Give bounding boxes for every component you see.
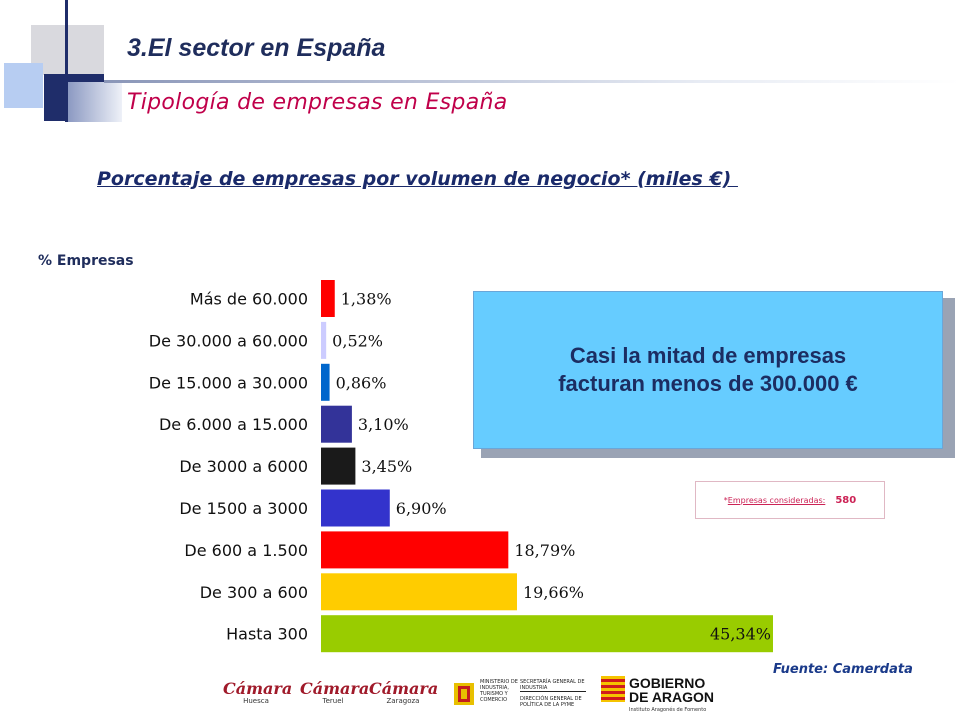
logo-camara-zaragoza-city: Zaragoza xyxy=(386,697,420,705)
logo-direccion-text: DIRECCIÓN GENERAL DE POLÍTICA DE LA PYME xyxy=(520,696,582,708)
source-note: Fuente: Camerdata xyxy=(773,662,913,677)
value-label-5: 6,90% xyxy=(396,499,447,518)
logo-camara-zaragoza: Cámara Zaragoza xyxy=(369,679,439,706)
category-label-0: Más de 60.000 xyxy=(190,290,308,309)
callout-box: Casi la mitad de empresas facturan menos… xyxy=(473,291,943,449)
value-label-6: 18,79% xyxy=(514,541,575,560)
section-title: 3.El sector en España xyxy=(127,34,386,62)
logo-camara-huesca: Cámara Huesca xyxy=(223,679,293,706)
category-label-8: Hasta 300 xyxy=(226,625,308,644)
category-label-7: De 300 a 600 xyxy=(200,583,308,602)
header-decor-gradient-square xyxy=(66,82,122,122)
value-label-8: 45,34% xyxy=(710,625,771,644)
logo-gobierno-line2: DE ARAGON xyxy=(629,689,715,705)
bar-5 xyxy=(321,489,390,527)
value-label-3: 3,10% xyxy=(358,415,409,434)
value-label-0: 1,38% xyxy=(341,290,392,309)
category-label-4: De 3000 a 6000 xyxy=(179,457,308,476)
logo-secretaria-text: SECRETARÍA GENERAL DE INDUSTRIA xyxy=(520,679,586,692)
logo-camara-teruel-city: Teruel xyxy=(322,697,344,705)
bar-1 xyxy=(321,321,327,359)
note-box: *Empresas consideradas: 580 xyxy=(695,481,885,519)
aragon-flag-icon xyxy=(601,676,625,702)
bar-3 xyxy=(321,405,352,443)
chart-title: Porcentaje de empresas por volumen de ne… xyxy=(97,168,738,190)
logo-camara-huesca-word: Cámara xyxy=(223,679,293,698)
bar-7 xyxy=(321,573,517,611)
note-label-text: Empresas consideradas: xyxy=(727,495,826,505)
header-rule xyxy=(104,80,960,83)
bar-0 xyxy=(321,280,335,317)
value-label-1: 0,52% xyxy=(332,331,383,350)
note-prefix: * xyxy=(723,495,728,505)
logo-ministerio: MINISTERIO DE INDUSTRIA, TURISMO Y COMER… xyxy=(452,676,588,712)
header-decor-vertical-line xyxy=(65,0,68,122)
y-axis-label: % Empresas xyxy=(38,253,134,269)
category-label-3: De 6.000 a 15.000 xyxy=(159,415,308,434)
logo-iaf-text: Instituto Aragonés de Fomento xyxy=(629,707,707,713)
header-decor-blue-square xyxy=(4,63,43,108)
value-label-4: 3,45% xyxy=(361,457,412,476)
logo-gobierno-aragon: GOBIERNO DE ARAGON Instituto Aragonés de… xyxy=(601,674,721,716)
logo-ministerio-text: MINISTERIO DE INDUSTRIA, TURISMO Y COMER… xyxy=(480,679,518,703)
logo-camara-teruel-word: Cámara xyxy=(300,679,370,698)
category-label-6: De 600 a 1.500 xyxy=(184,541,308,560)
bar-4 xyxy=(321,447,356,485)
category-label-2: De 15.000 a 30.000 xyxy=(149,373,308,392)
logo-camara-huesca-city: Huesca xyxy=(243,697,269,705)
spain-coat-of-arms-icon xyxy=(454,683,474,705)
value-label-2: 0,86% xyxy=(336,373,387,392)
category-label-5: De 1500 a 3000 xyxy=(179,499,308,518)
logo-camara-zaragoza-word: Cámara xyxy=(369,679,439,698)
note-label: *Empresas consideradas: xyxy=(724,496,826,505)
value-label-7: 19,66% xyxy=(523,583,584,602)
bar-6 xyxy=(321,531,509,569)
category-label-1: De 30.000 a 60.000 xyxy=(149,331,308,350)
logo-camara-teruel: Cámara Teruel xyxy=(300,679,370,706)
bar-2 xyxy=(321,363,330,401)
bar-8 xyxy=(321,615,773,653)
logo-gobierno-line1: GOBIERNO xyxy=(629,675,706,691)
note-value: 580 xyxy=(835,494,857,506)
callout-text: Casi la mitad de empresas facturan menos… xyxy=(558,343,858,396)
page-subtitle: Tipología de empresas en España xyxy=(127,90,508,115)
